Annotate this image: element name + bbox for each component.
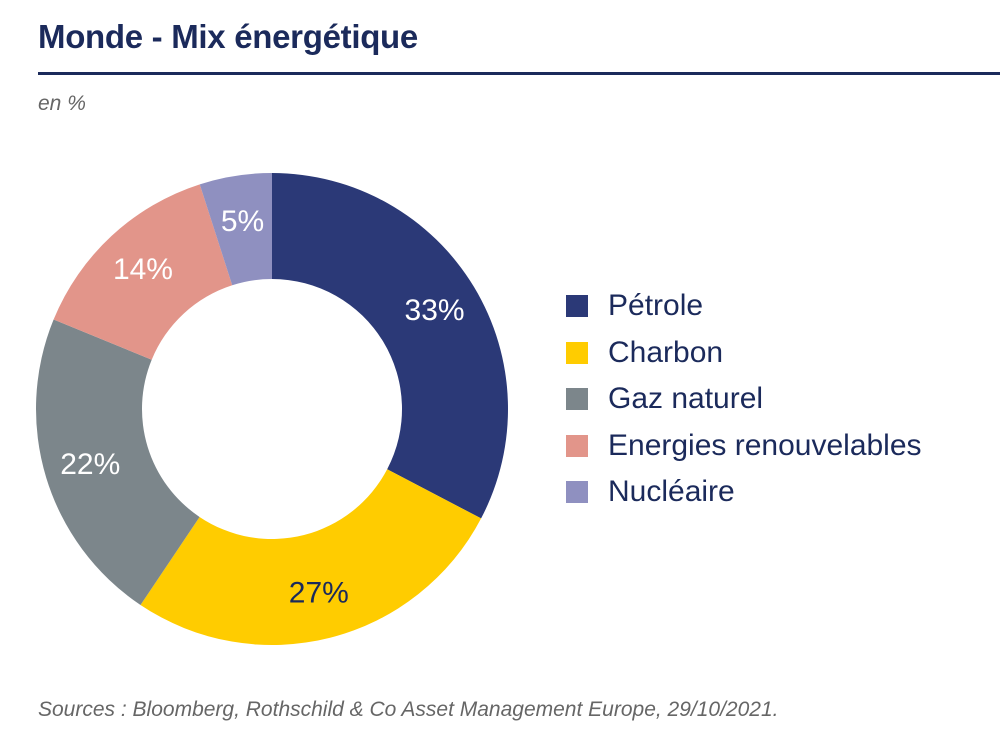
donut-slice-3 — [53, 184, 233, 360]
slice-label-0: 33% — [405, 294, 465, 327]
legend-item-1: Charbon — [566, 330, 922, 377]
legend-label-0: Pétrole — [608, 289, 704, 323]
chart-subtitle: en % — [38, 92, 86, 115]
legend-swatch-4 — [566, 481, 588, 504]
legend-item-3: Energies renouvelables — [566, 423, 922, 470]
source-note: Sources : Bloomberg, Rothschild & Co Ass… — [38, 698, 779, 721]
legend-swatch-2 — [566, 388, 588, 411]
legend-label-2: Gaz naturel — [608, 382, 764, 416]
legend-label-3: Energies renouvelables — [608, 428, 922, 462]
title-divider — [38, 72, 1000, 75]
donut-slice-1 — [140, 469, 482, 645]
chart-title: Monde - Mix énergétique — [38, 18, 418, 55]
legend-item-2: Gaz naturel — [566, 376, 922, 423]
legend-label-4: Nucléaire — [608, 475, 735, 509]
legend-swatch-0 — [566, 295, 588, 318]
legend-swatch-3 — [566, 434, 588, 457]
donut-slice-2 — [36, 319, 200, 605]
legend-item-4: Nucléaire — [566, 469, 922, 516]
slice-label-2: 22% — [60, 448, 120, 481]
slice-label-1: 27% — [289, 577, 349, 610]
chart-legend: Pétrole Charbon Gaz naturel Energies renouv… — [566, 283, 922, 516]
slice-label-4: 5% — [221, 205, 264, 238]
donut-slice-0 — [272, 173, 508, 519]
legend-swatch-1 — [566, 341, 588, 364]
donut-slice-4 — [199, 173, 272, 286]
legend-label-1: Charbon — [608, 335, 724, 369]
donut-chart: 33% 27% 22% 14% 5% — [36, 173, 508, 645]
slice-label-3: 14% — [113, 253, 173, 286]
legend-item-0: Pétrole — [566, 283, 922, 330]
